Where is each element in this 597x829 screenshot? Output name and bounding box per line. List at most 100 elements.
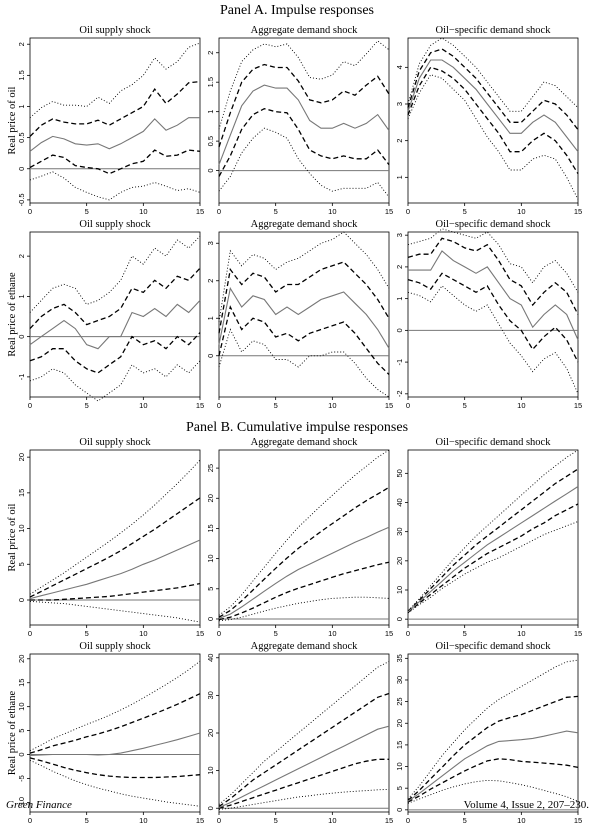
y-tick-label: 0: [17, 752, 26, 756]
chart-5: Aggregate demand shock 0 5 10 15 0 1 2 3: [206, 219, 393, 410]
chart-title: Aggregate demand shock: [251, 641, 358, 652]
series-lower90: [407, 779, 579, 804]
y-tick-label: 15: [395, 741, 404, 749]
x-tick-label: 15: [385, 401, 393, 410]
y-tick-label: 5: [206, 587, 215, 591]
y-tick-label: 10: [395, 762, 404, 770]
x-tick-label: 0: [406, 816, 410, 825]
series-lower90: [218, 328, 390, 398]
x-tick-label: 10: [139, 207, 147, 216]
x-tick-label: 5: [274, 629, 278, 638]
plot-frame: [29, 653, 201, 813]
y-tick-label: 1.5: [17, 70, 26, 80]
plot-frame: [29, 231, 201, 398]
y-tick-label: -2: [395, 390, 404, 397]
chart-title: Oil−specific demand shock: [436, 25, 552, 36]
plot-frame: [407, 37, 579, 204]
series-lower90: [218, 596, 390, 622]
series-median: [29, 117, 200, 152]
chart-8: Aggregate demand shock 0 5 10 15 0 5 10 15 20 25: [206, 437, 393, 638]
x-tick-label: 10: [139, 401, 147, 410]
chart-title: Oil−specific demand shock: [436, 641, 552, 652]
series-median: [218, 286, 390, 349]
x-tick-label: 0: [28, 816, 32, 825]
series-median: [407, 730, 579, 802]
y-tick-label: 50: [395, 469, 404, 477]
x-tick-label: 0: [217, 629, 221, 638]
y-tick-label: 0: [17, 335, 26, 339]
y-tick-label: -1: [395, 359, 404, 366]
y-tick-label: 1: [206, 110, 215, 114]
series-upper90: [407, 37, 579, 112]
journal-name: Green Finance: [6, 799, 72, 811]
y-tick-label: 20: [395, 719, 404, 727]
x-tick-label: 15: [196, 816, 204, 825]
x-tick-label: 5: [463, 816, 467, 825]
y-tick-label: 1: [17, 104, 26, 108]
y-axis-label: Real price of oil: [7, 86, 18, 154]
series-median: [218, 84, 390, 165]
y-tick-label: 5: [17, 729, 26, 733]
series-upper90: [407, 449, 579, 612]
y-tick-label: 0.5: [17, 132, 26, 142]
chart-6: Oil−specific demand shock 0 5 10 15 -2 -1 0 1 2 3: [395, 219, 582, 410]
chart-title: Aggregate demand shock: [251, 25, 358, 36]
y-tick-label: 15: [206, 524, 215, 532]
x-tick-label: 5: [463, 207, 467, 216]
y-tick-label: 15: [17, 489, 26, 497]
x-tick-label: 0: [217, 816, 221, 825]
y-tick-label: 20: [206, 729, 215, 737]
x-tick-label: 0: [28, 207, 32, 216]
series-median: [408, 250, 579, 341]
y-tick-label: 10: [206, 554, 215, 562]
plot-frame: [407, 231, 579, 398]
x-tick-label: 10: [139, 629, 147, 638]
x-tick-label: 15: [196, 207, 204, 216]
x-tick-label: 5: [463, 629, 467, 638]
y-tick-label: 0.5: [206, 136, 215, 146]
series-upper90: [218, 661, 390, 805]
chart-title: Oil supply shock: [79, 25, 151, 36]
x-tick-label: 5: [274, 401, 278, 410]
chart-9: Oil−specific demand shock 0 5 10 15 0 10 20 30 40…: [395, 437, 582, 638]
series-lower90: [407, 285, 579, 394]
y-tick-label: 1.5: [206, 77, 215, 87]
series-median: [29, 732, 201, 757]
series-median: [29, 300, 201, 350]
chart-title: Aggregate demand shock: [251, 219, 358, 230]
x-tick-label: 15: [385, 816, 393, 825]
y-tick-label: 2: [206, 279, 215, 283]
series-lower68: [407, 272, 579, 363]
y-tick-label: 1: [206, 316, 215, 320]
series-upper90: [29, 42, 201, 119]
series-median: [407, 59, 579, 153]
chart-title: Oil−specific demand shock: [436, 219, 552, 230]
series-upper68: [407, 48, 579, 131]
y-tick-label: -1: [17, 374, 26, 381]
x-tick-label: 10: [328, 207, 336, 216]
x-tick-label: 15: [385, 629, 393, 638]
x-tick-label: 10: [328, 401, 336, 410]
chart-title: Oil supply shock: [79, 437, 151, 448]
series-upper90: [29, 660, 201, 752]
chart-12: Oil−specific demand shock 0 5 10 15 0 5 10 15 20 2…: [395, 641, 582, 825]
series-lower68: [218, 108, 390, 177]
plot-frame: [29, 449, 201, 626]
plot-frame: [218, 37, 390, 204]
x-tick-label: 10: [139, 816, 147, 825]
y-tick-label: 10: [17, 702, 26, 710]
series-median: [218, 526, 390, 619]
series-median: [407, 486, 579, 613]
plot-frame: [29, 37, 201, 204]
series-median: [29, 539, 201, 600]
y-tick-label: 20: [395, 557, 404, 565]
plot-frame: [218, 231, 390, 398]
panel-b-title: Panel B. Cumulative impulse responses: [186, 420, 408, 435]
y-tick-label: 25: [395, 697, 404, 705]
chart-2: Aggregate demand shock 0 5 10 15 0 0.5 1 1.5 2: [206, 25, 393, 216]
y-tick-label: 40: [395, 498, 404, 506]
